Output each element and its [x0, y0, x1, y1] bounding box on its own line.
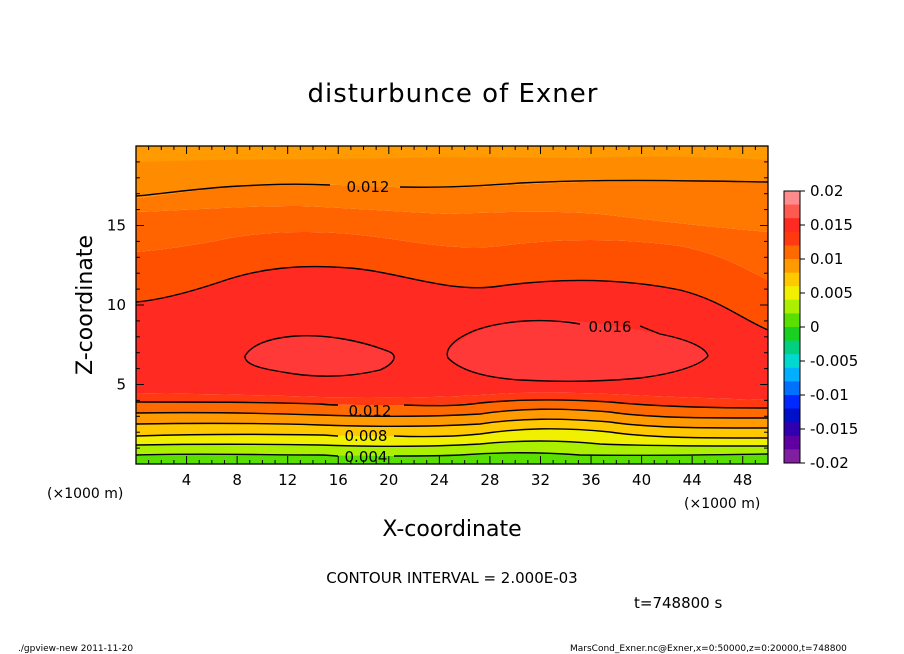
contour-label: 0.016 [589, 318, 632, 336]
contour-line [135, 418, 769, 429]
colorbar-swatch [784, 272, 800, 287]
contour-line [244, 334, 395, 377]
band-orange-upper [136, 232, 768, 330]
colorbar-swatch [784, 340, 800, 355]
band-max-left [244, 335, 395, 377]
x-tick-label: 20 [379, 471, 398, 489]
footer-right: MarsCond_Exner.nc@Exner,x=0:50000,z=0:20… [570, 644, 847, 654]
colorbar-swatch [784, 259, 800, 274]
colorbar-swatch [784, 313, 800, 328]
contour-line [135, 433, 339, 437]
x-tick-label: 44 [683, 471, 702, 489]
contour-line [393, 428, 769, 439]
colorbar-swatch [784, 204, 800, 219]
colorbar-swatch [784, 231, 800, 246]
colorbar-swatch [784, 191, 800, 206]
x-tick-label: 28 [480, 471, 499, 489]
y-axis: 5 10 15 [107, 161, 768, 449]
x-tick-label: 24 [430, 471, 449, 489]
colorbar-swatch [784, 449, 800, 464]
x-tick-label: 36 [581, 471, 600, 489]
contour-lines [135, 179, 769, 457]
contour-line [393, 452, 769, 457]
footer-left: ./gpview-new 2011-11-20 [18, 644, 133, 654]
x-unit-right: (×1000 m) [684, 496, 760, 512]
contour-line [135, 453, 339, 457]
colorbar-tick-label: 0 [810, 318, 820, 336]
colorbar-tick-label: 0.005 [810, 284, 853, 302]
chart-title: disturbunce of Exner [308, 79, 599, 109]
colorbar-tick-label: 0.015 [810, 216, 853, 234]
band-top-strip [136, 146, 768, 162]
contour-line [135, 183, 331, 197]
band-orange-high [136, 180, 768, 232]
contour-label: 0.008 [345, 427, 388, 445]
x-tick-label: 16 [329, 471, 348, 489]
contour-line [135, 401, 339, 406]
contour-label: 0.012 [349, 402, 392, 420]
colorbar-tick-label: -0.02 [810, 454, 849, 472]
y-tick-label: 10 [107, 296, 126, 314]
x-axis-label: X-coordinate [382, 517, 521, 542]
y-tick-label: 15 [107, 217, 126, 235]
x-tick-label: 40 [632, 471, 651, 489]
colorbar-swatch [784, 381, 800, 396]
colorbar-swatch [784, 327, 800, 342]
x-unit-left: (×1000 m) [47, 486, 123, 502]
contour-line [399, 179, 769, 188]
colorbar-swatch [784, 367, 800, 382]
colorbar-tick-label: 0.01 [810, 250, 843, 268]
x-tick-label: 48 [733, 471, 752, 489]
band-yellow [136, 428, 768, 447]
colorbar-swatch [784, 286, 800, 301]
colorbar-tick-label: -0.005 [810, 352, 858, 370]
contour-line [135, 265, 769, 331]
contour-line [403, 399, 769, 409]
colorbar-swatch [784, 218, 800, 233]
colorbar-tick-label: -0.015 [810, 420, 858, 438]
colorbar-swatch [784, 408, 800, 423]
band-gold [136, 419, 768, 438]
band-orange-light [136, 409, 768, 428]
x-tick-label: 4 [182, 471, 192, 489]
band-red-orange [136, 392, 768, 408]
y-axis-label: Z-coordinate [73, 235, 98, 375]
colorbar-tick-label: 0.02 [810, 182, 843, 200]
colorbar-swatch [784, 395, 800, 410]
colorbar-swatch [784, 354, 800, 369]
x-tick-label: 32 [531, 471, 550, 489]
x-axis: 4 8 12 16 20 24 28 32 36 40 44 48 [148, 146, 756, 489]
filled-bands [136, 146, 768, 464]
band-max-right [446, 319, 708, 382]
band-orange [136, 399, 768, 418]
contour-interval: CONTOUR INTERVAL = 2.000E-03 [326, 569, 577, 587]
contour-label: 0.012 [347, 178, 390, 196]
colorbar-tick-label: -0.01 [810, 386, 849, 404]
plot-area: 0.012 0.016 0.012 0.008 0.004 [135, 145, 769, 466]
contour-line [446, 319, 709, 382]
colorbar: 0.02 0.015 0.01 0.005 0 -0.005 -0.01 -0.015 -0.0… [783, 182, 858, 472]
band-orange-mid [136, 206, 768, 280]
colorbar-swatch [784, 435, 800, 450]
time-label: t=748800 s [634, 594, 722, 612]
contour-line [135, 440, 769, 448]
x-tick-label: 8 [232, 471, 242, 489]
colorbar-swatch [784, 422, 800, 437]
colorbar-swatch [784, 245, 800, 260]
x-tick-label: 12 [278, 471, 297, 489]
y-tick-label: 5 [116, 376, 126, 394]
colorbar-swatch [784, 299, 800, 314]
contour-line [135, 408, 769, 419]
contour-label: 0.004 [345, 448, 388, 466]
